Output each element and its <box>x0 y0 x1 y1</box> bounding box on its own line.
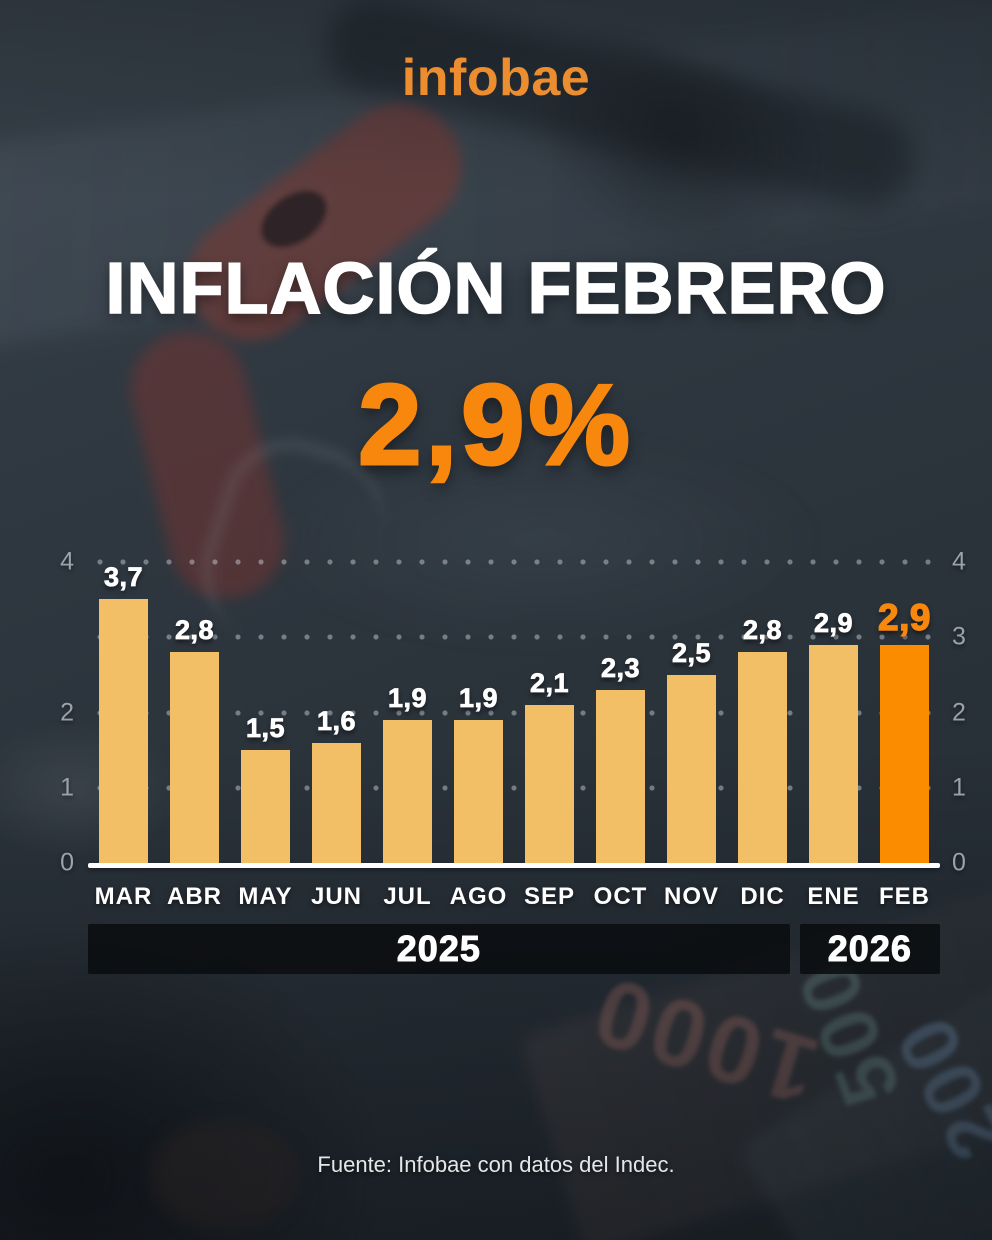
bar-value-label: 3,7 <box>103 562 144 593</box>
y-axis-tick-right-3: 3 <box>952 622 966 651</box>
bar-column-sep: 2,1 <box>514 562 585 863</box>
month-label-jul: JUL <box>383 883 432 910</box>
bar-jun <box>312 742 361 863</box>
bar-may <box>241 750 290 863</box>
month-label-oct: OCT <box>593 883 648 910</box>
bar-value-label: 1,9 <box>458 683 499 714</box>
month-label-nov: NOV <box>663 883 719 910</box>
gridline-2 <box>88 709 940 716</box>
bar-value-label: 2,5 <box>671 637 712 668</box>
year-band-2026: 2026 <box>799 924 940 974</box>
source-note: Fuente: Infobae con datos del Indec. <box>317 1152 675 1177</box>
bar-column-mar: 3,7 <box>88 562 159 863</box>
month-label-jun: JUN <box>310 883 362 910</box>
bar-value-label: 2,8 <box>174 615 215 646</box>
y-axis-tick-right-0: 0 <box>952 848 966 877</box>
gridline-3 <box>88 634 940 641</box>
y-axis-tick-left-4: 4 <box>60 547 74 576</box>
cart-push-bar-shape <box>317 0 923 217</box>
bar-column-abr: 2,8 <box>159 562 230 863</box>
bar-mar <box>99 599 148 863</box>
bar-value-label: 2,9 <box>877 596 931 638</box>
bar-column-jul: 1,9 <box>372 562 443 863</box>
y-axis-tick-right-4: 4 <box>952 547 966 576</box>
month-label-sep: SEP <box>523 883 576 910</box>
bar-oct <box>596 689 645 863</box>
bar-column-ene: 2,9 <box>798 562 869 863</box>
year-label-2025: 2025 <box>396 928 481 970</box>
bar-column-jun: 1,6 <box>301 562 372 863</box>
banknote-200-decor: 200 <box>877 1000 992 1175</box>
month-label-mar: MAR <box>94 883 153 910</box>
y-axis-tick-left-0: 0 <box>60 848 74 877</box>
y-axis-tick-left-2: 2 <box>60 698 74 726</box>
plot-area: 4 2 1 0 4 3 2 1 0 3,7 2,8 1,5 1,6 1,9 1,9 2,1 2,3 2,5 2,8 2… <box>60 549 966 875</box>
bar-dic <box>738 652 787 863</box>
year-bands: 2025 2026 <box>88 924 940 974</box>
x-axis-baseline <box>88 863 940 868</box>
month-label-abr: ABR <box>167 883 222 910</box>
infobae-logo: infobae <box>401 49 591 107</box>
bar-column-may: 1,5 <box>230 562 301 863</box>
y-axis-tick-right-2: 2 <box>952 698 966 726</box>
bar-value-label: 1,5 <box>245 713 286 744</box>
year-band-2025: 2025 <box>88 924 790 974</box>
y-axis-tick-right-1: 1 <box>952 773 966 802</box>
bar-value-label: 2,1 <box>529 667 570 699</box>
bar-column-oct: 2,3 <box>585 562 656 863</box>
bar-nov <box>667 674 716 863</box>
y-axis-tick-left-1: 1 <box>60 773 74 802</box>
bar-ago <box>454 720 503 863</box>
headline-inflation-value: 2,9% <box>357 362 634 489</box>
bar-value-label: 2,8 <box>742 615 783 646</box>
month-label-feb: FEB <box>879 883 930 910</box>
gridline-1 <box>88 784 940 791</box>
month-label-may: MAY <box>238 883 293 910</box>
bar-feb <box>880 644 929 863</box>
bar-jul <box>383 720 432 863</box>
hand-holding-money-shape <box>0 930 370 1240</box>
bar-value-label: 2,3 <box>600 652 641 684</box>
inflation-bar-chart: 4 2 1 0 4 3 2 1 0 3,7 2,8 1,5 1,6 1,9 1,9 2,1 2,3 2,5 2,8 2… <box>60 549 966 974</box>
bar-sep <box>525 704 574 863</box>
bar-columns: 3,7 2,8 1,5 1,6 1,9 1,9 2,1 2,3 2,5 2,8 2,9 2,9 <box>88 562 940 863</box>
bar-column-feb: 2,9 <box>869 562 940 863</box>
bar-value-label: 1,9 <box>387 683 428 714</box>
gridline-4 <box>88 559 940 565</box>
bar-column-nov: 2,5 <box>656 562 727 863</box>
year-label-2026: 2026 <box>827 928 912 970</box>
month-label-ago: AGO <box>449 883 508 910</box>
page-title: INFLACIÓN FEBRERO <box>105 249 887 330</box>
bar-column-ago: 1,9 <box>443 562 514 863</box>
bar-column-dic: 2,8 <box>727 562 798 863</box>
bar-value-label: 1,6 <box>316 705 357 736</box>
month-label-dic: DIC <box>740 883 785 910</box>
bar-value-label: 2,9 <box>813 607 854 638</box>
bar-abr <box>170 652 219 863</box>
cart-handle-hole-shape <box>251 179 337 259</box>
months-row: MAR ABR MAY JUN JUL AGO SEP OCT NOV DIC ENE FEB <box>88 883 940 911</box>
bar-ene <box>809 644 858 863</box>
month-label-ene: ENE <box>807 883 860 910</box>
banknote-1000-decor: 1000 <box>579 955 831 1126</box>
